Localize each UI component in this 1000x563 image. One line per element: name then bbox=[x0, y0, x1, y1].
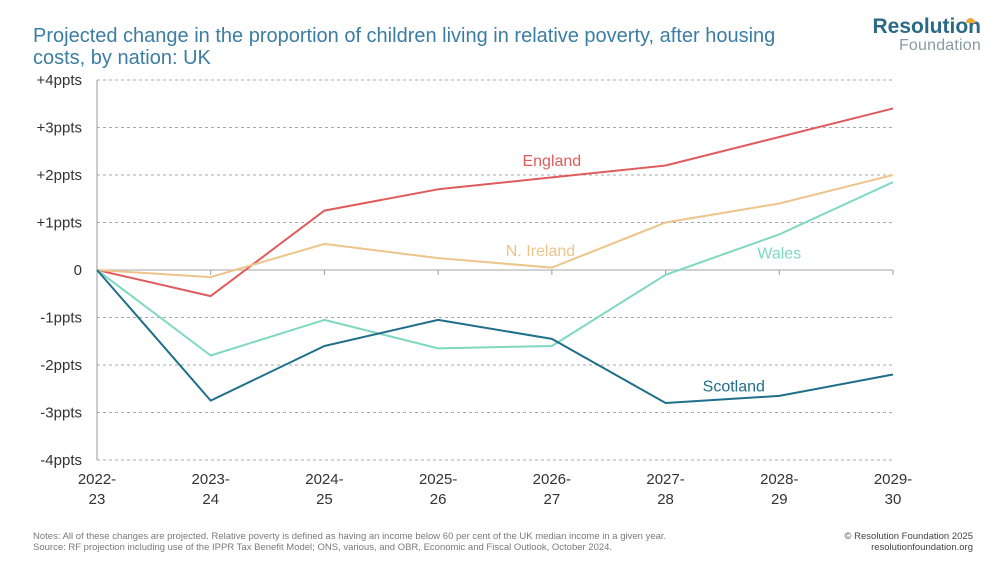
x-tick-label: 2023-24 bbox=[192, 471, 230, 508]
series-label-england: England bbox=[522, 153, 581, 170]
x-tick-label: 2025-26 bbox=[419, 471, 457, 508]
chart-title: Projected change in the proportion of ch… bbox=[33, 25, 776, 69]
y-tick-label: 0 bbox=[74, 262, 82, 279]
source-text: Source: RF projection including use of t… bbox=[33, 542, 613, 553]
x-tick-label: 2024-25 bbox=[305, 471, 343, 508]
series-line-england bbox=[96, 107, 894, 298]
series-label-wales: Wales bbox=[757, 245, 801, 262]
y-tick-label: -1ppts bbox=[40, 310, 82, 327]
x-tick-label: 2029-30 bbox=[874, 471, 912, 508]
chart-grid bbox=[97, 79, 893, 461]
y-axis-tick-labels: +4ppts +3ppts +2ppts +1ppts 0 -1ppts -2ppts -3p… bbox=[37, 72, 82, 469]
y-tick-label: -4ppts bbox=[40, 452, 82, 469]
series-label-n-ireland: N. Ireland bbox=[506, 243, 575, 260]
resolution-foundation-logo: Resolution Foundation bbox=[873, 16, 982, 54]
series-line-n-ireland bbox=[96, 174, 894, 279]
y-tick-label: +4ppts bbox=[37, 72, 82, 89]
series-labels: England N. Ireland Wales Scotland bbox=[506, 153, 801, 396]
logo-line1: Resolution bbox=[872, 15, 982, 38]
y-tick-label: -3ppts bbox=[40, 405, 82, 422]
y-tick-label: +2ppts bbox=[37, 167, 82, 184]
website-link[interactable]: resolutionfoundation.org bbox=[871, 542, 973, 553]
logo-line2: Foundation bbox=[898, 37, 981, 54]
copyright-text: © Resolution Foundation 2025 bbox=[844, 531, 973, 542]
x-axis-tick-labels: 2022-23 2023-24 2024-25 2025-26 2026-27 2027-… bbox=[78, 471, 912, 508]
series-lines bbox=[96, 107, 894, 404]
series-line-wales bbox=[96, 181, 894, 357]
x-tick-label: 2022-23 bbox=[78, 471, 116, 508]
x-tick-label: 2027-28 bbox=[646, 471, 684, 508]
series-label-scotland: Scotland bbox=[703, 378, 765, 395]
chart-notes: Notes: All of these changes are projecte… bbox=[33, 531, 666, 553]
y-tick-label: -2ppts bbox=[40, 357, 82, 374]
notes-text: Notes: All of these changes are projecte… bbox=[33, 531, 667, 542]
x-tick-label: 2026-27 bbox=[533, 471, 571, 508]
series-line-scotland bbox=[96, 269, 894, 404]
logo-accent-icon bbox=[966, 18, 975, 23]
chart-credit: © Resolution Foundation 2025 resolutionf… bbox=[845, 531, 973, 553]
y-tick-label: +1ppts bbox=[37, 215, 82, 232]
x-tick-label: 2028-29 bbox=[760, 471, 798, 508]
y-tick-label: +3ppts bbox=[37, 120, 82, 137]
